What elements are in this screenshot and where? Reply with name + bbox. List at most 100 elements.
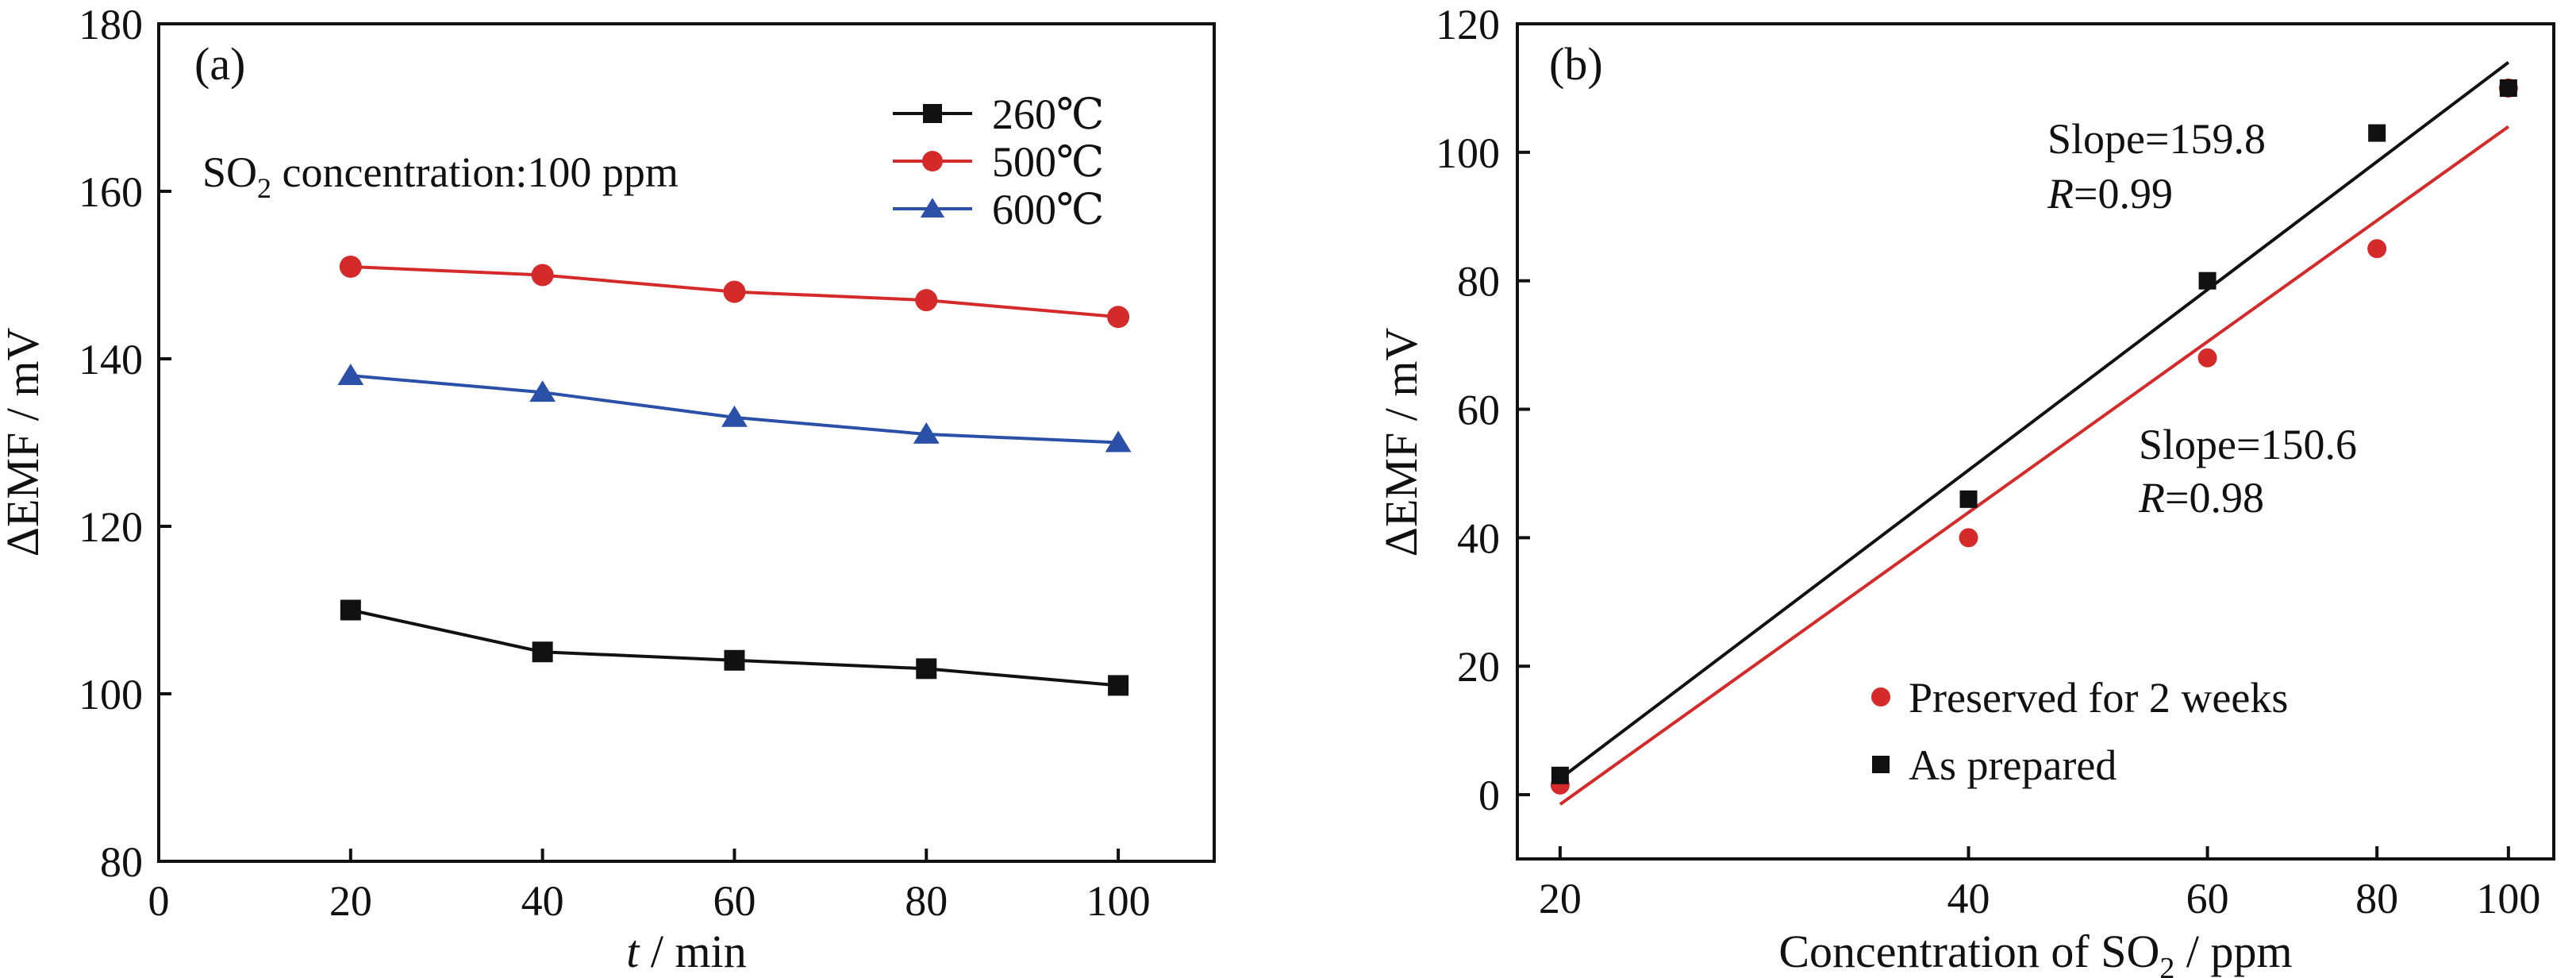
legend-label-a: 600℃ [992, 186, 1104, 233]
legend-label-b: Preserved for 2 weeks [1909, 674, 2288, 722]
legend-item-a-0: 260℃ [893, 90, 1104, 138]
data-point-a [723, 280, 746, 303]
x-tick-label-a: 20 [329, 877, 372, 925]
legend-item-b-1: As prepared [1872, 741, 2117, 789]
panel-label-a: (a) [194, 38, 245, 90]
series-a-2 [337, 364, 1132, 452]
y-axis-a: 80 100 120 140 160 180 [79, 1, 171, 886]
y-tick-label-a: 80 [100, 838, 143, 886]
data-point-a [532, 641, 553, 663]
y-axis-b: 0 20 40 60 80 100 120 [1436, 1, 1530, 819]
x-tick-label-a: 40 [521, 877, 564, 925]
data-point-a [339, 255, 362, 278]
series-group-b [1550, 78, 2518, 795]
x-tick-label-b: 60 [2186, 875, 2229, 922]
data-point-b [2197, 348, 2217, 368]
y-tick-label-b: 60 [1457, 387, 1500, 434]
data-point-b [1551, 766, 1569, 784]
x-tick-label-a: 60 [713, 877, 755, 925]
x-axis-label-b-sub: 2 [2159, 952, 2174, 978]
y-tick-label-a: 120 [79, 503, 143, 551]
x-tick-label-a: 100 [1086, 877, 1151, 925]
y-tick-label-a: 180 [79, 1, 143, 48]
series-a-0 [340, 599, 1129, 696]
legend-marker-a [920, 198, 945, 218]
series-a-1 [339, 255, 1130, 329]
y-tick-label-b: 0 [1478, 772, 1500, 819]
data-point-a [913, 422, 940, 444]
x-tick-label-b: 40 [1947, 875, 1990, 922]
legend-b: Preserved for 2 weeks As prepared [1871, 674, 2288, 789]
slope-label-as-prepared: Slope=159.8 [2047, 115, 2266, 163]
x-tick-label-b: 20 [1539, 875, 1582, 922]
legend-marker-b [1871, 687, 1890, 707]
x-tick-label-b: 80 [2355, 875, 2398, 922]
data-point-b [1959, 528, 1978, 548]
y-tick-label-b: 120 [1436, 1, 1500, 48]
legend-marker-b [1872, 756, 1890, 773]
series-line-a [350, 608, 1119, 687]
legend-label-a: 260℃ [992, 90, 1104, 138]
annotation-a: SO2 concentration:100 ppm [202, 148, 679, 204]
annotation-a-sub: 2 [257, 172, 271, 204]
r-label-as-prepared: R=0.99 [2047, 170, 2173, 218]
x-axis-label-b-prefix: Concentration of SO [1778, 926, 2159, 977]
legend-marker-a [923, 104, 942, 123]
x-axis-label-a-italic: t [626, 926, 640, 977]
y-tick-label-b: 100 [1436, 129, 1500, 177]
y-tick-label-a: 100 [79, 671, 143, 718]
x-tick-label-a: 80 [905, 877, 948, 925]
x-tick-label-b: 100 [2476, 875, 2540, 922]
data-point-a [1107, 306, 1130, 329]
y-tick-label-a: 160 [79, 168, 143, 216]
data-point-a [724, 649, 745, 671]
data-point-a [340, 599, 361, 621]
x-axis-label-a: t / min [626, 926, 746, 977]
annotation-a-prefix: SO [202, 148, 257, 196]
y-tick-label-b: 20 [1457, 643, 1500, 691]
data-point-a [531, 264, 554, 287]
x-axis-b: 20 40 60 80 100 [1539, 846, 2540, 922]
data-point-b [2499, 79, 2517, 97]
data-point-a [529, 380, 556, 402]
legend-marker-a [922, 151, 943, 171]
series-b-1 [1551, 79, 2517, 784]
y-tick-label-b: 40 [1457, 514, 1500, 562]
x-tick-label-a: 0 [148, 877, 170, 925]
data-point-a [915, 289, 938, 312]
data-point-b [2368, 124, 2386, 142]
fit-line-b-1 [1559, 60, 2510, 780]
fit-lines-b [1559, 60, 2510, 806]
series-group-a [337, 255, 1132, 696]
x-axis-label-b: Concentration of SO2 / ppm [1778, 926, 2292, 978]
r-label-preserved: R=0.98 [2138, 474, 2264, 522]
plot-frame-b [1516, 22, 2555, 861]
panel-label-b: (b) [1549, 38, 1603, 90]
plot-frame-a [157, 22, 1216, 863]
annotation-a-suffix: concentration:100 ppm [271, 148, 679, 196]
data-point-a [1105, 430, 1132, 452]
r-value-as-prepared: =0.99 [2074, 170, 2173, 218]
y-axis-label-a: ΔEMF / mV [0, 328, 48, 557]
legend-item-b-0: Preserved for 2 weeks [1871, 674, 2288, 722]
chart-panel-b: 0 20 40 60 80 100 120 20 40 60 80 100 (b) Slope=15… [1375, 1, 2555, 978]
data-point-a [337, 364, 364, 386]
data-point-a [1108, 675, 1129, 696]
legend-label-b: As prepared [1909, 741, 2117, 789]
legend-item-a-1: 500℃ [893, 138, 1104, 186]
chart-panel-a: 80 100 120 140 160 180 0 20 40 60 80 100 (a) SO2 c… [0, 1, 1216, 977]
r-value-preserved: =0.98 [2165, 474, 2264, 522]
data-point-b [1959, 490, 1978, 508]
slope-label-preserved: Slope=150.6 [2139, 421, 2357, 468]
legend-item-a-2: 600℃ [893, 186, 1104, 233]
r-symbol-as-prepared: R [2047, 170, 2074, 218]
r-symbol-preserved: R [2138, 474, 2165, 522]
x-axis-label-b-suffix: / ppm [2174, 926, 2292, 977]
y-tick-label-a: 140 [79, 336, 143, 383]
data-point-b [2198, 271, 2217, 290]
y-axis-label-b: ΔEMF / mV [1375, 328, 1427, 557]
x-axis-label-a-rest: / min [639, 926, 746, 977]
x-axis-a: 0 20 40 60 80 100 [148, 849, 1151, 925]
